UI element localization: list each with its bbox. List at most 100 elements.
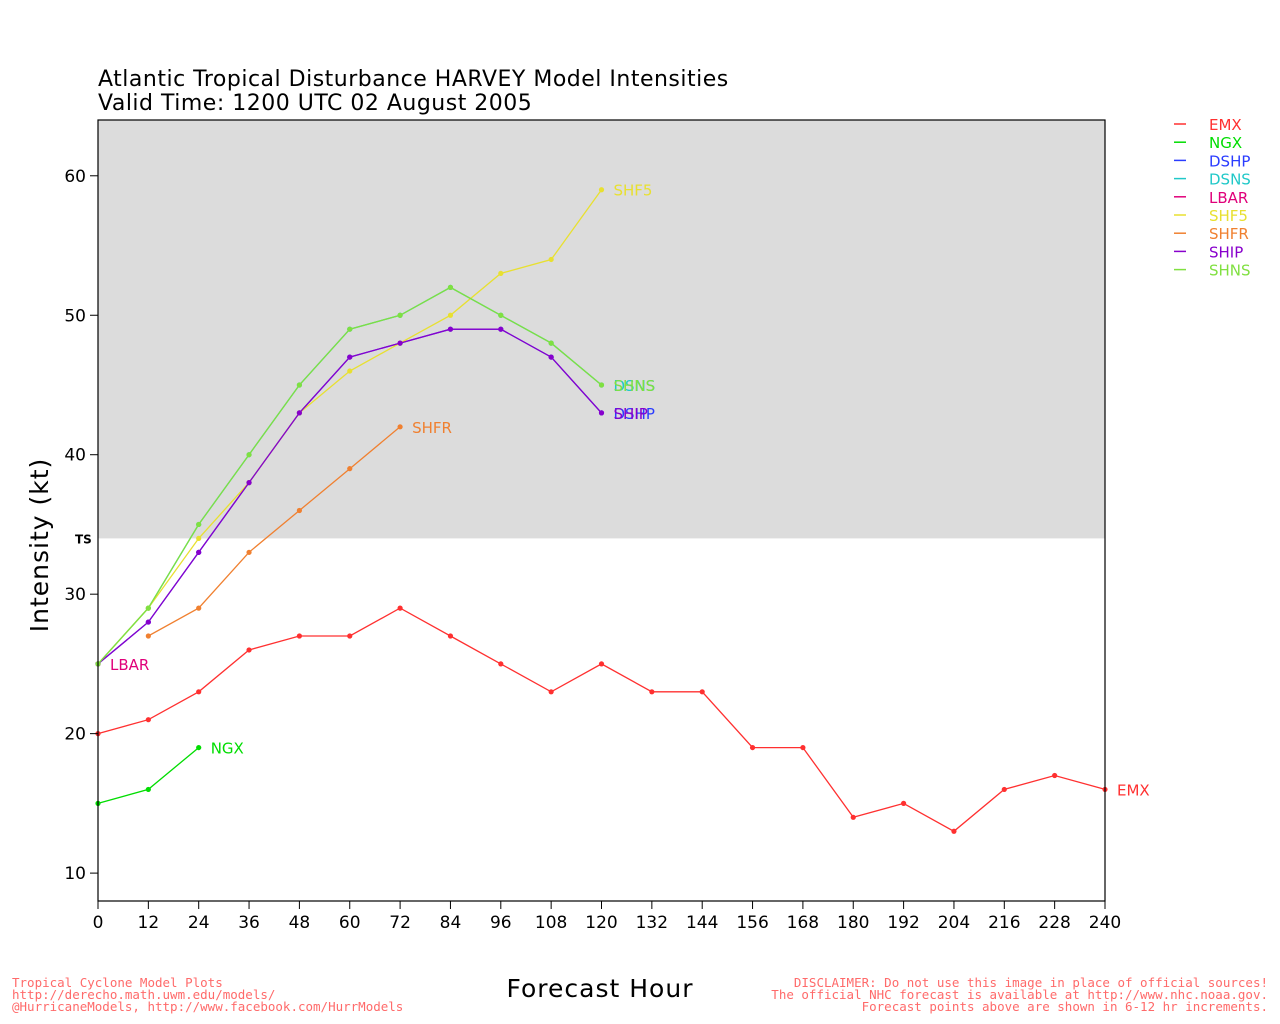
x-tick-label: 132 (636, 913, 668, 933)
x-tick-label: 24 (188, 913, 210, 933)
data-point-emx (901, 800, 907, 806)
data-point-ngx (196, 744, 202, 751)
data-point-ship (145, 619, 151, 625)
series-ship (95, 326, 605, 667)
end-label-emx: EMX (1117, 781, 1150, 799)
x-tick-label: 120 (585, 913, 617, 933)
data-point-shf5 (447, 312, 454, 318)
x-tick-label: 240 (1089, 913, 1121, 933)
x-tick-label: 108 (535, 913, 567, 933)
data-point-emx (397, 605, 403, 611)
legend-item-ngx: NGX (1174, 134, 1242, 152)
series-shfr (145, 424, 403, 639)
data-point-ship (347, 354, 353, 360)
data-point-shns (196, 521, 202, 528)
x-tick-label: 0 (93, 913, 104, 933)
footer-right-line-3: Forecast points above are shown in 6-12 … (862, 999, 1268, 1014)
data-point-ship (397, 340, 403, 346)
footer-left-line-3: @HurricaneModels, http://www.facebook.co… (12, 999, 403, 1014)
end-label-shf5: SHF5 (614, 182, 653, 200)
data-point-emx (196, 689, 202, 695)
y-tick-label: 20 (64, 725, 86, 745)
legend-item-dshp: DSHP (1174, 152, 1250, 170)
data-point-emx (850, 814, 856, 820)
data-point-emx (1052, 772, 1058, 779)
x-tick-label: 228 (1038, 913, 1070, 933)
data-point-shfr (397, 424, 403, 430)
legend-label: DSNS (1209, 171, 1251, 189)
x-tick-label: 216 (988, 913, 1020, 933)
axes: 0 12 24 36 48 60 72 84 96 108 120 132 144 156 168 180 19… (64, 119, 1121, 933)
legend-item-shf5: SHF5 (1174, 207, 1248, 225)
data-point-ngx (145, 786, 151, 793)
legend-item-shfr: SHFR (1174, 225, 1249, 243)
data-point-shns (246, 452, 252, 458)
legend-label: SHFR (1209, 225, 1249, 243)
x-tick-label: 204 (938, 913, 970, 933)
x-tick-label: 48 (289, 913, 311, 933)
data-point-shfr (246, 549, 252, 555)
data-point-ship (447, 326, 454, 332)
data-point-emx (548, 689, 554, 695)
end-label-lbar: LBAR (110, 656, 149, 674)
data-point-emx (649, 689, 655, 695)
legend-label: EMX (1209, 116, 1242, 134)
x-tick-label: 96 (490, 913, 512, 933)
x-tick-label: 72 (389, 913, 411, 933)
x-tick-label: 180 (837, 913, 869, 933)
data-point-shf5 (196, 535, 202, 541)
data-point-shfr (145, 633, 151, 639)
data-point-emx (699, 689, 705, 695)
data-point-shns (498, 312, 504, 318)
series-layer (95, 187, 1108, 834)
legend-label: SHNS (1209, 262, 1251, 280)
y-tick-label: 60 (64, 167, 86, 187)
y-tick-label: 40 (64, 446, 86, 466)
footer-left-line-2: http://derecho.math.uwm.edu/models/ (12, 987, 275, 1002)
legend-label: LBAR (1209, 189, 1248, 207)
x-axis-title: Forecast Hour (507, 974, 694, 1003)
data-point-ship (598, 410, 605, 416)
data-point-ship (498, 326, 504, 332)
data-point-emx (598, 661, 605, 667)
end-label-ship: SHIP (614, 405, 648, 423)
data-point-shf5 (598, 187, 605, 193)
x-tick-label: 192 (887, 913, 919, 933)
legend-label: SHF5 (1209, 207, 1248, 225)
series-emx (95, 605, 1108, 834)
data-point-emx (347, 633, 353, 639)
x-tick-label: 60 (339, 913, 361, 933)
data-point-shfr (296, 507, 302, 514)
data-point-shns (397, 312, 403, 318)
data-point-shf5 (347, 368, 353, 374)
data-point-emx (246, 647, 252, 653)
data-point-ship (196, 549, 202, 555)
footer-right-line-2: The official NHC forecast is available a… (771, 987, 1268, 1002)
legend-item-lbar: LBAR (1174, 189, 1248, 207)
legend-label: NGX (1209, 134, 1242, 152)
data-point-shf5 (548, 256, 554, 263)
x-tick-label: 36 (238, 913, 260, 933)
ts-label: TS (75, 532, 92, 546)
data-point-shns (347, 326, 353, 332)
data-point-emx (145, 717, 151, 723)
data-point-shfr (347, 466, 353, 472)
x-tick-label: 12 (138, 913, 160, 933)
data-point-emx (447, 633, 454, 639)
end-label-shfr: SHFR (412, 419, 452, 437)
data-point-shns (598, 382, 605, 388)
y-tick-label: 50 (64, 306, 86, 326)
data-point-shns (296, 382, 302, 388)
data-point-shns (447, 284, 454, 290)
end-label-dsns: DSNS (614, 377, 656, 395)
data-point-ship (296, 410, 302, 416)
footer-right-line-1: DISCLAIMER: Do not use this image in pla… (794, 975, 1268, 990)
end-label-ngx: NGX (211, 740, 244, 758)
legend-item-ship: SHIP (1174, 243, 1243, 261)
ts-shaded-region (98, 120, 1105, 539)
y-tick-label: 10 (64, 864, 86, 884)
y-axis-title: Intensity (kt) (25, 458, 54, 633)
x-tick-label: 156 (736, 913, 768, 933)
